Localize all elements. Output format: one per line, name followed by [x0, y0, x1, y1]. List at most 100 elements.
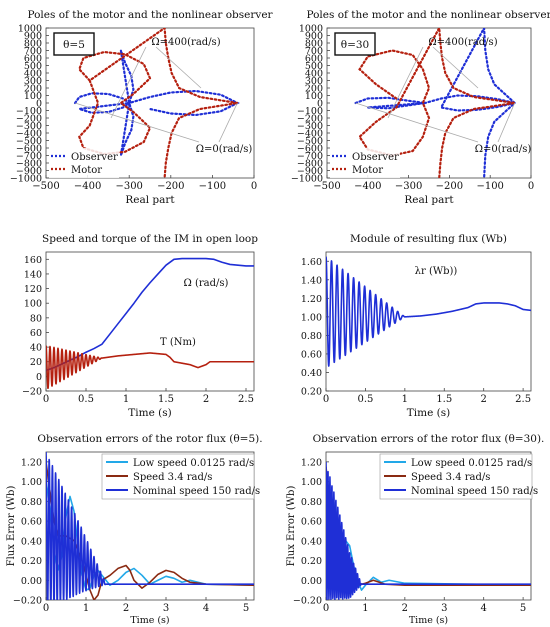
y-tick-label: 60 — [30, 328, 42, 339]
y-tick-label: 1.20 — [21, 457, 42, 468]
y-tick-label: 300 — [305, 76, 323, 87]
plot-area-3 — [326, 256, 531, 367]
y-tick-label: 400 — [305, 69, 323, 80]
y-tick-label: 0.60 — [21, 517, 42, 528]
legend-box — [330, 148, 400, 178]
y-tick-label: −900 — [297, 166, 323, 177]
theta-box — [53, 32, 95, 56]
x-tick-label: −500 — [313, 181, 340, 192]
y-tick-label: −800 — [297, 159, 323, 170]
y-tick-label: 0.80 — [21, 497, 42, 508]
y-tick-label: −800 — [16, 159, 42, 170]
y-tick-label: 0.00 — [301, 576, 322, 587]
x-tick-label: 1.5 — [158, 394, 174, 405]
y-tick-label: 0.00 — [21, 576, 42, 587]
annotation-omega-0: Ω=0(rad/s) — [475, 144, 532, 155]
y-tick-label: −300 — [297, 121, 323, 132]
x-axis-label: Time (s) — [128, 407, 171, 419]
y-tick-label: 0.40 — [301, 536, 322, 547]
y-tick-label: −600 — [297, 144, 323, 155]
x-tick-label: 0 — [528, 181, 534, 192]
series-motor-poles — [358, 28, 515, 178]
x-tick-label: 0 — [43, 394, 49, 405]
legend-box — [49, 148, 119, 178]
x-axis-label: Time (s) — [409, 615, 448, 626]
series-line-nominal-speed-150-rad-s — [46, 452, 254, 600]
x-tick-label: −400 — [354, 181, 381, 192]
x-tick-label: 0.5 — [357, 394, 373, 405]
x-tick-label: 1 — [362, 603, 368, 614]
annotation-leader — [387, 46, 424, 119]
y-tick-label: 100 — [24, 299, 42, 310]
legend-label: Low speed 0.0125 rad/s — [133, 458, 254, 469]
y-tick-label: 80 — [30, 313, 42, 324]
x-axis-label: Real part — [125, 194, 175, 206]
y-tick-label: 0.40 — [301, 368, 322, 379]
annotation-omega-400: Ω=400(rad/s) — [428, 37, 497, 48]
legend-label: Motor — [71, 165, 102, 176]
y-tick-label: −700 — [297, 151, 323, 162]
x-tick-label: −300 — [395, 181, 422, 192]
y-tick-label: 160 — [24, 255, 42, 266]
y-tick-label: 1.20 — [301, 294, 322, 305]
series-observer-poles — [354, 28, 517, 178]
series-line--rad-s- — [46, 257, 254, 372]
y-tick-label: −1000 — [10, 174, 42, 185]
y-tick-label: −900 — [16, 166, 42, 177]
y-tick-label: 200 — [24, 84, 42, 95]
y-tick-label: 800 — [305, 39, 323, 50]
y-tick-label: 0.40 — [21, 536, 42, 547]
legend-label: Motor — [352, 165, 383, 176]
x-tick-label: 3 — [163, 603, 169, 614]
chart-title: Speed and torque of the IM in open loop — [42, 233, 258, 245]
y-tick-label: 500 — [305, 61, 323, 72]
x-tick-label: 2 — [481, 394, 487, 405]
y-tick-label: −200 — [16, 114, 42, 125]
annotation-flux: λr (Wb)) — [415, 266, 458, 277]
annotation-leader — [155, 46, 202, 89]
chart-title: Poles of the motor and the nonlinear obs… — [306, 9, 550, 21]
y-tick-label: −200 — [297, 114, 323, 125]
series-observer-poles — [74, 50, 240, 156]
y-tick-label: 1000 — [18, 24, 42, 35]
y-tick-label: 600 — [24, 54, 42, 65]
y-tick-label: 1.40 — [301, 275, 322, 286]
y-tick-label: 700 — [24, 46, 42, 57]
x-tick-label: −500 — [32, 181, 59, 192]
chart-title: Poles of the motor and the nonlinear obs… — [27, 9, 273, 21]
x-tick-label: −300 — [115, 181, 142, 192]
y-tick-label: −0.20 — [13, 596, 42, 607]
y-tick-label: 0 — [317, 99, 323, 110]
x-tick-label: 0.5 — [78, 394, 94, 405]
y-tick-label: 140 — [24, 269, 42, 280]
x-tick-label: 5 — [243, 603, 249, 614]
y-tick-label: −100 — [16, 106, 42, 117]
y-tick-label: 100 — [24, 91, 42, 102]
x-tick-label: −100 — [199, 181, 226, 192]
y-tick-label: 0.20 — [301, 387, 322, 398]
x-tick-label: −400 — [74, 181, 101, 192]
y-tick-label: 900 — [305, 31, 323, 42]
y-tick-label: 800 — [24, 39, 42, 50]
y-tick-label: 400 — [24, 69, 42, 80]
y-tick-label: 0 — [36, 372, 42, 383]
y-tick-label: −20 — [22, 387, 42, 398]
y-axis-label: Flux Error (Wb) — [286, 486, 297, 567]
x-axis-label: Time (s) — [130, 615, 169, 626]
y-tick-label: 1.00 — [21, 477, 42, 488]
series-line-t-nm- — [46, 345, 254, 390]
y-tick-label: 1.20 — [301, 457, 322, 468]
x-tick-label: 0 — [323, 603, 329, 614]
x-tick-label: 1 — [123, 394, 129, 405]
y-tick-label: −0.20 — [293, 596, 322, 607]
chart-title: Observation errors of the rotor flux (θ=… — [313, 433, 545, 445]
x-tick-label: 1.5 — [436, 394, 452, 405]
y-tick-label: 1.60 — [301, 257, 322, 268]
y-tick-label: −600 — [16, 144, 42, 155]
plot-frame-3 — [325, 251, 532, 392]
y-tick-label: −300 — [16, 121, 42, 132]
legend-label: Nominal speed 150 rad/s — [133, 486, 260, 497]
annotation-leader — [497, 102, 516, 143]
x-tick-label: 2 — [402, 603, 408, 614]
